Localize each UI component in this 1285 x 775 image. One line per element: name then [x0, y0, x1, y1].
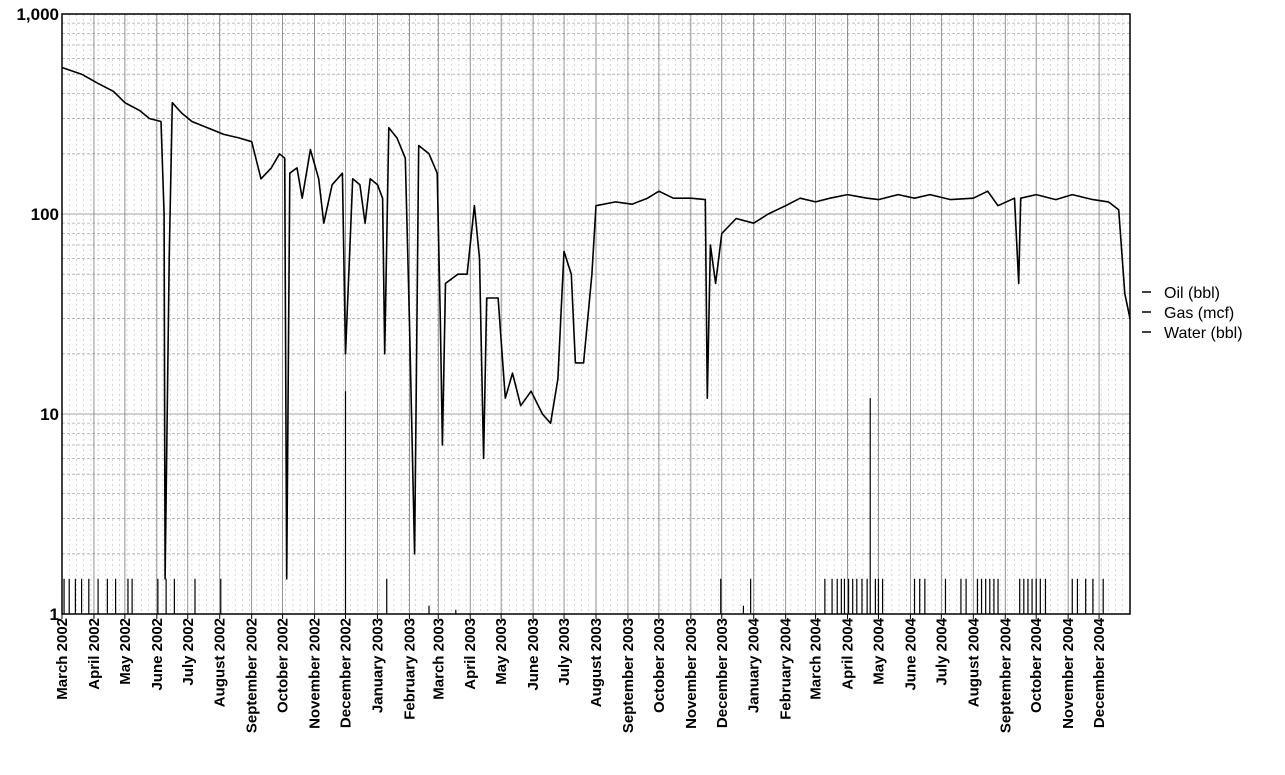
- x-tick-label: July 2004: [933, 617, 950, 685]
- legend: Oil (bbl) Gas (mcf) Water (bbl): [1142, 285, 1243, 342]
- x-tick-label: October 2002: [275, 618, 292, 713]
- x-tick-label: March 2003: [430, 618, 447, 700]
- x-tick-label: November 2004: [1060, 617, 1077, 729]
- y-tick-label: 100: [31, 205, 59, 224]
- x-tick-label: January 2004: [746, 617, 763, 713]
- x-tick-label: August 2002: [212, 618, 229, 707]
- x-tick-label: May 2004: [870, 617, 887, 684]
- legend-label: Oil (bbl): [1164, 285, 1220, 302]
- y-tick-label: 10: [40, 405, 59, 424]
- grid: [61, 14, 1131, 615]
- legend-label: Gas (mcf): [1164, 305, 1234, 322]
- x-tick-label: March 2002: [54, 618, 71, 700]
- x-tick-label: October 2004: [1028, 617, 1045, 713]
- x-tick-label: December 2002: [337, 618, 354, 728]
- x-axis: March 2002 April 2002 May 2002 June 2002 Jul…: [54, 614, 1108, 733]
- x-tick-label: February 2003: [401, 618, 418, 720]
- series-line-oil: [61, 66, 1131, 580]
- x-tick-label: October 2003: [651, 618, 668, 713]
- x-tick-label: November 2003: [683, 618, 700, 729]
- x-tick-label: July 2002: [180, 618, 197, 686]
- x-tick-label: September 2004: [997, 617, 1014, 733]
- x-tick-label: May 2002: [117, 618, 134, 685]
- x-tick-label: June 2002: [149, 618, 166, 691]
- x-tick-label: December 2003: [714, 618, 731, 728]
- x-tick-label: June 2003: [525, 618, 542, 691]
- x-tick-label: April 2003: [462, 618, 479, 690]
- x-tick-label: April 2002: [86, 618, 103, 690]
- legend-label: Water (bbl): [1164, 325, 1243, 342]
- x-tick-label: August 2004: [965, 617, 982, 707]
- x-tick-label: June 2004: [902, 617, 919, 690]
- y-tick-label: 1: [50, 605, 59, 624]
- x-tick-label: November 2002: [307, 618, 324, 729]
- x-tick-label: August 2003: [588, 618, 605, 707]
- y-axis: 1 10 100 1,000: [16, 5, 59, 624]
- x-tick-label: July 2003: [556, 618, 573, 686]
- y-tick-label: 1,000: [16, 5, 59, 24]
- series-layer: [61, 66, 1131, 614]
- x-tick-label: February 2004: [778, 617, 795, 719]
- x-tick-label: September 2002: [244, 618, 261, 733]
- x-tick-label: September 2003: [620, 618, 637, 733]
- x-tick-label: April 2004: [840, 617, 857, 689]
- x-tick-label: March 2004: [808, 617, 825, 699]
- x-tick-label: May 2003: [493, 618, 510, 685]
- x-tick-label: December 2004: [1091, 617, 1108, 728]
- x-tick-label: January 2003: [369, 618, 386, 713]
